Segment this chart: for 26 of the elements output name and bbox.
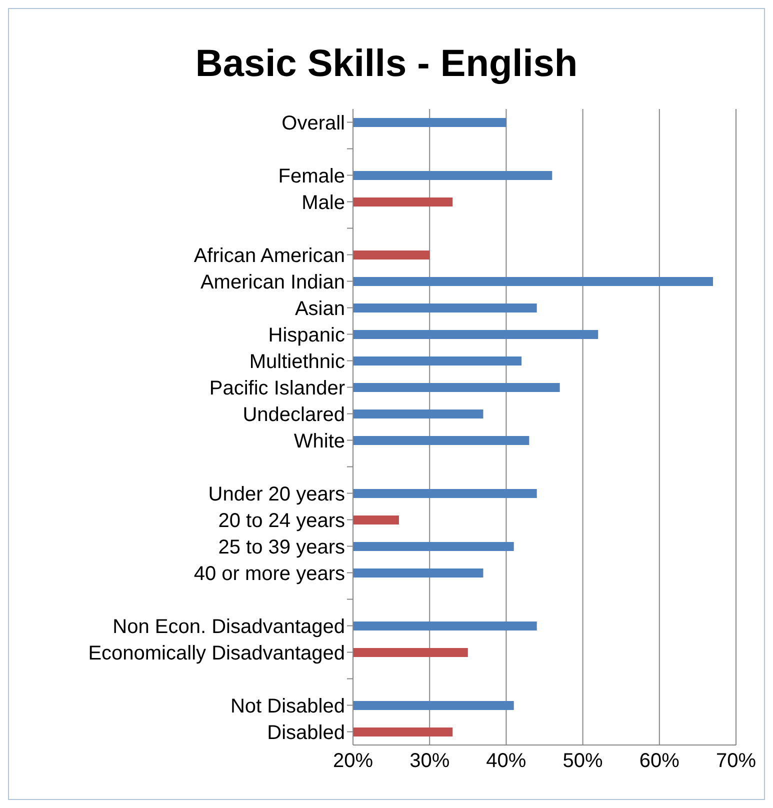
y-tick-label: Overall xyxy=(282,112,345,134)
y-tick-label: Under 20 years xyxy=(208,483,345,506)
x-tick-label: 70% xyxy=(716,750,756,772)
y-tick-label: Disabled xyxy=(267,722,345,744)
y-tick-label: Asian xyxy=(294,298,345,320)
y-tick-label: White xyxy=(294,430,345,452)
x-tick-label: 20% xyxy=(332,750,374,772)
y-tick-label: Female xyxy=(278,165,345,188)
x-tick-label: 30% xyxy=(410,750,450,772)
y-tick-label: Not Disabled xyxy=(230,695,345,718)
x-tick-label: 60% xyxy=(639,750,680,772)
y-tick-label: Multiethnic xyxy=(249,350,345,373)
y-tick-label: Hispanic xyxy=(268,324,345,346)
y-tick-label: Economically Disadvantaged xyxy=(88,642,345,664)
y-tick-label: Pacific Islander xyxy=(209,377,346,400)
y-tick-label: Undeclared xyxy=(242,404,345,426)
y-tick-label: American Indian xyxy=(200,271,345,294)
x-tick-label: 40% xyxy=(486,750,526,772)
y-tick-label: 20 to 24 years xyxy=(218,510,345,532)
x-tick-label: 50% xyxy=(562,750,604,772)
y-tick-label: 40 or more years xyxy=(194,562,345,585)
y-tick-label: Male xyxy=(302,192,345,214)
chart-title: Basic Skills - English xyxy=(194,42,579,87)
y-tick-label: 25 to 39 years xyxy=(218,536,345,558)
y-tick-label: African American xyxy=(194,244,345,267)
y-tick-label: Non Econ. Disadvantaged xyxy=(112,616,345,638)
